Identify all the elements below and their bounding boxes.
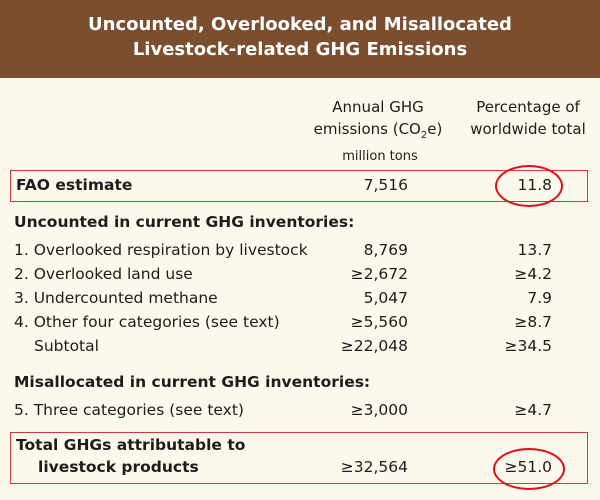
row-percentage: ≥4.2 (514, 265, 552, 283)
emissions-header-line-1: Annual GHG (332, 98, 424, 116)
title-line-1: Uncounted, Overlooked, and Misallocated (88, 14, 512, 35)
row-label: 1. Overlooked respiration by livestock (14, 241, 308, 259)
table-title-banner: Uncounted, Overlooked, and Misallocated … (0, 0, 600, 78)
row-emissions: 8,769 (363, 241, 408, 259)
row-label: 4. Other four categories (see text) (14, 313, 280, 331)
misallocated-heading: Misallocated in current GHG inventories: (14, 373, 371, 391)
emissions-column-header: Annual GHG emissions (CO2e) (298, 96, 458, 147)
uncounted-heading: Uncounted in current GHG inventories: (14, 213, 355, 231)
fao-emissions: 7,516 (363, 176, 408, 194)
subtotal-label: Subtotal (34, 337, 99, 355)
row-label: 2. Overlooked land use (14, 265, 193, 283)
row-label: 3. Undercounted methane (14, 289, 218, 307)
row-percentage: 13.7 (517, 241, 552, 259)
row-emissions: 5,047 (363, 289, 408, 307)
total-label-line-1: Total GHGs attributable to (16, 436, 246, 454)
subtotal-percentage: ≥34.5 (504, 337, 553, 355)
total-highlight-box (10, 432, 588, 484)
row-emissions: ≥5,560 (350, 313, 408, 331)
title-line-2: Livestock-related GHG Emissions (132, 39, 468, 60)
row-percentage: 7.9 (527, 289, 552, 307)
percentage-column-header: Percentage of worldwide total (458, 96, 598, 140)
subtotal-emissions: ≥22,048 (340, 337, 408, 355)
percentage-header-line-1: Percentage of (476, 98, 580, 116)
row-percentage: ≥8.7 (514, 313, 552, 331)
fao-highlight-box (10, 170, 588, 202)
units-label: million tons (342, 149, 418, 164)
row-emissions: ≥3,000 (350, 401, 408, 419)
percentage-header-line-2: worldwide total (470, 120, 586, 138)
fao-highlight-circle (495, 165, 563, 207)
row-label: 5. Three categories (see text) (14, 401, 244, 419)
row-percentage: ≥4.7 (514, 401, 552, 419)
total-highlight-circle (493, 448, 565, 490)
fao-label: FAO estimate (16, 176, 133, 194)
row-emissions: ≥2,672 (350, 265, 408, 283)
total-label-line-2: livestock products (38, 458, 199, 476)
total-emissions: ≥32,564 (340, 458, 408, 476)
emissions-header-line-2: emissions (CO2e) (313, 120, 443, 141)
